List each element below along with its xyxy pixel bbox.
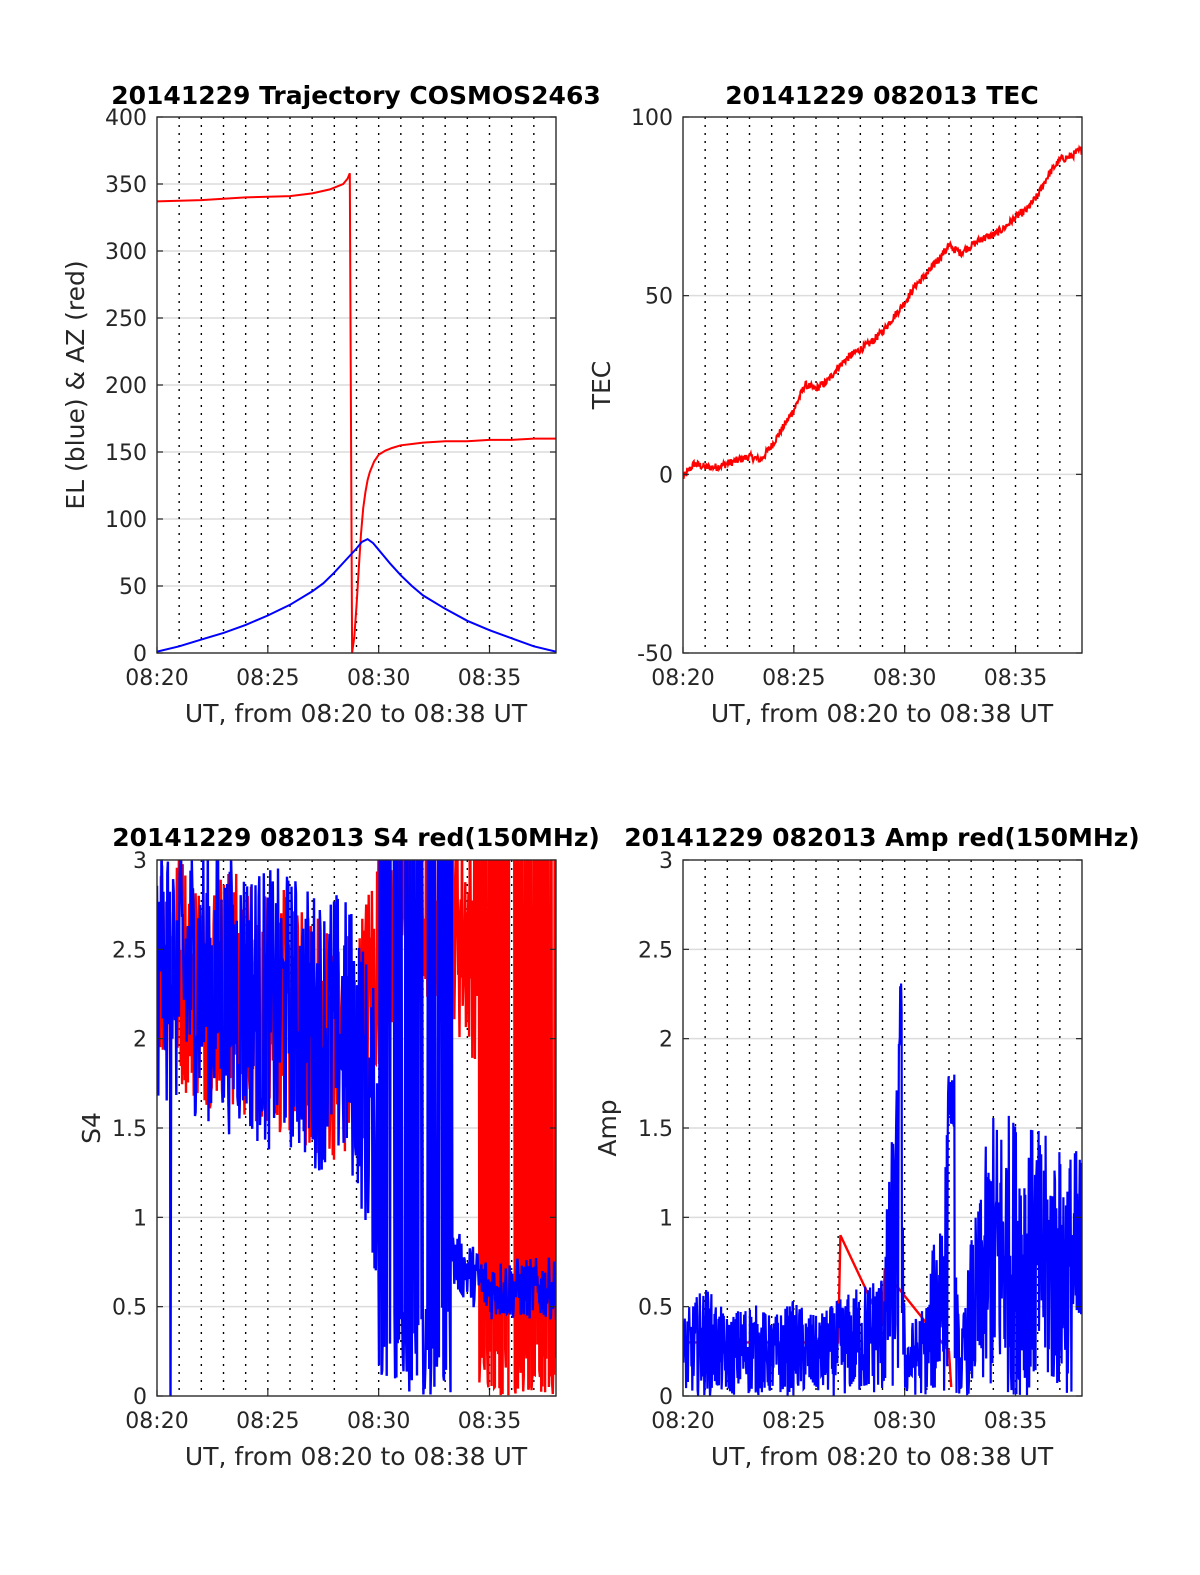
amp-xtick-label: 08:25 <box>762 1409 825 1434</box>
s4-ylabel: S4 <box>77 1112 106 1144</box>
tec-axes-frame <box>682 116 1083 654</box>
trajectory-ytick-label: 0 <box>133 642 147 667</box>
amp-ytick-label: 1.5 <box>638 1117 673 1142</box>
amp-panel: UT, from 08:20 to 08:38 UT Amp 0 0.5 1 1.5 2… <box>593 823 1140 1471</box>
tec-ytick-label: -50 <box>637 642 673 667</box>
s4-series-1 <box>157 860 556 1396</box>
trajectory-series-0 <box>157 172 556 653</box>
trajectory-ytick-label: 50 <box>119 575 147 600</box>
amp-series-1 <box>683 983 1082 1396</box>
amp-xtick-label: 08:35 <box>984 1409 1047 1434</box>
s4-ytick-label: 3 <box>133 849 147 874</box>
tec-ylabel: TEC <box>587 361 616 411</box>
s4-ytick-label: 2.5 <box>112 938 147 963</box>
trajectory-ylabel: EL (blue) & AZ (red) <box>61 260 90 509</box>
tec-series-group <box>683 144 1082 479</box>
tec-xtick-label: 08:25 <box>762 666 825 691</box>
trajectory-xtick-label: 08:20 <box>125 666 188 691</box>
tec-xlabel: UT, from 08:20 to 08:38 UT <box>711 699 1054 728</box>
s4-xtick-label: 08:35 <box>458 1409 521 1434</box>
tec-series-0 <box>683 144 1082 479</box>
amp-ylabel: Amp <box>593 1099 622 1156</box>
s4-panel: UT, from 08:20 to 08:38 UT S4 0 0.5 1 1.5 2 2… <box>77 823 600 1471</box>
amp-ytick-label: 1 <box>659 1206 673 1231</box>
amp-xtick-label: 08:30 <box>873 1409 936 1434</box>
tec-xtick-label: 08:20 <box>651 666 714 691</box>
trajectory-xtick-label: 08:35 <box>458 666 521 691</box>
amp-ytick-label: 0 <box>659 1385 673 1410</box>
amp-ytick-label: 3 <box>659 849 673 874</box>
trajectory-ytick-label: 100 <box>105 508 147 533</box>
trajectory-ytick-label: 300 <box>105 240 147 265</box>
tec-panel: UT, from 08:20 to 08:38 UT TEC -50 0 50 100… <box>587 81 1083 728</box>
tec-xtick-label: 08:30 <box>873 666 936 691</box>
trajectory-ytick-label: 150 <box>105 441 147 466</box>
s4-xtick-label: 08:20 <box>125 1409 188 1434</box>
s4-xtick-label: 08:25 <box>236 1409 299 1434</box>
amp-xtick-label: 08:20 <box>651 1409 714 1434</box>
trajectory-ytick-label: 400 <box>105 106 147 131</box>
amp-ytick-label: 0.5 <box>638 1296 673 1321</box>
tec-xtick-label: 08:35 <box>984 666 1047 691</box>
trajectory-title: 20141229 Trajectory COSMOS2463 <box>111 81 601 110</box>
amp-xlabel: UT, from 08:20 to 08:38 UT <box>711 1442 1054 1471</box>
trajectory-ytick-label: 250 <box>105 307 147 332</box>
s4-xtick-label: 08:30 <box>347 1409 410 1434</box>
trajectory-ytick-label: 200 <box>105 374 147 399</box>
tec-title: 20141229 082013 TEC <box>725 81 1038 110</box>
s4-ytick-label: 0.5 <box>112 1296 147 1321</box>
tec-ytick-label: 100 <box>631 106 673 131</box>
s4-ytick-label: 1 <box>133 1206 147 1231</box>
s4-title: 20141229 082013 S4 red(150MHz) <box>112 823 600 852</box>
trajectory-xtick-label: 08:30 <box>347 666 410 691</box>
trajectory-panel: UT, from 08:20 to 08:38 UT EL (blue) & A… <box>61 81 601 728</box>
s4-ytick-label: 1.5 <box>112 1117 147 1142</box>
amp-title: 20141229 082013 Amp red(150MHz) <box>624 823 1140 852</box>
trajectory-series-group <box>157 172 556 653</box>
s4-xlabel: UT, from 08:20 to 08:38 UT <box>185 1442 528 1471</box>
trajectory-xtick-label: 08:25 <box>236 666 299 691</box>
trajectory-xlabel: UT, from 08:20 to 08:38 UT <box>185 699 528 728</box>
amp-ytick-label: 2.5 <box>638 938 673 963</box>
tec-ytick-label: 0 <box>659 463 673 488</box>
s4-ytick-label: 2 <box>133 1028 147 1053</box>
tec-ytick-label: 50 <box>645 285 673 310</box>
amp-series-group <box>683 983 1082 1396</box>
amp-ytick-label: 2 <box>659 1028 673 1053</box>
s4-series-group <box>157 860 556 1396</box>
s4-ytick-label: 0 <box>133 1385 147 1410</box>
trajectory-ytick-label: 350 <box>105 173 147 198</box>
trajectory-series-1 <box>157 537 556 653</box>
